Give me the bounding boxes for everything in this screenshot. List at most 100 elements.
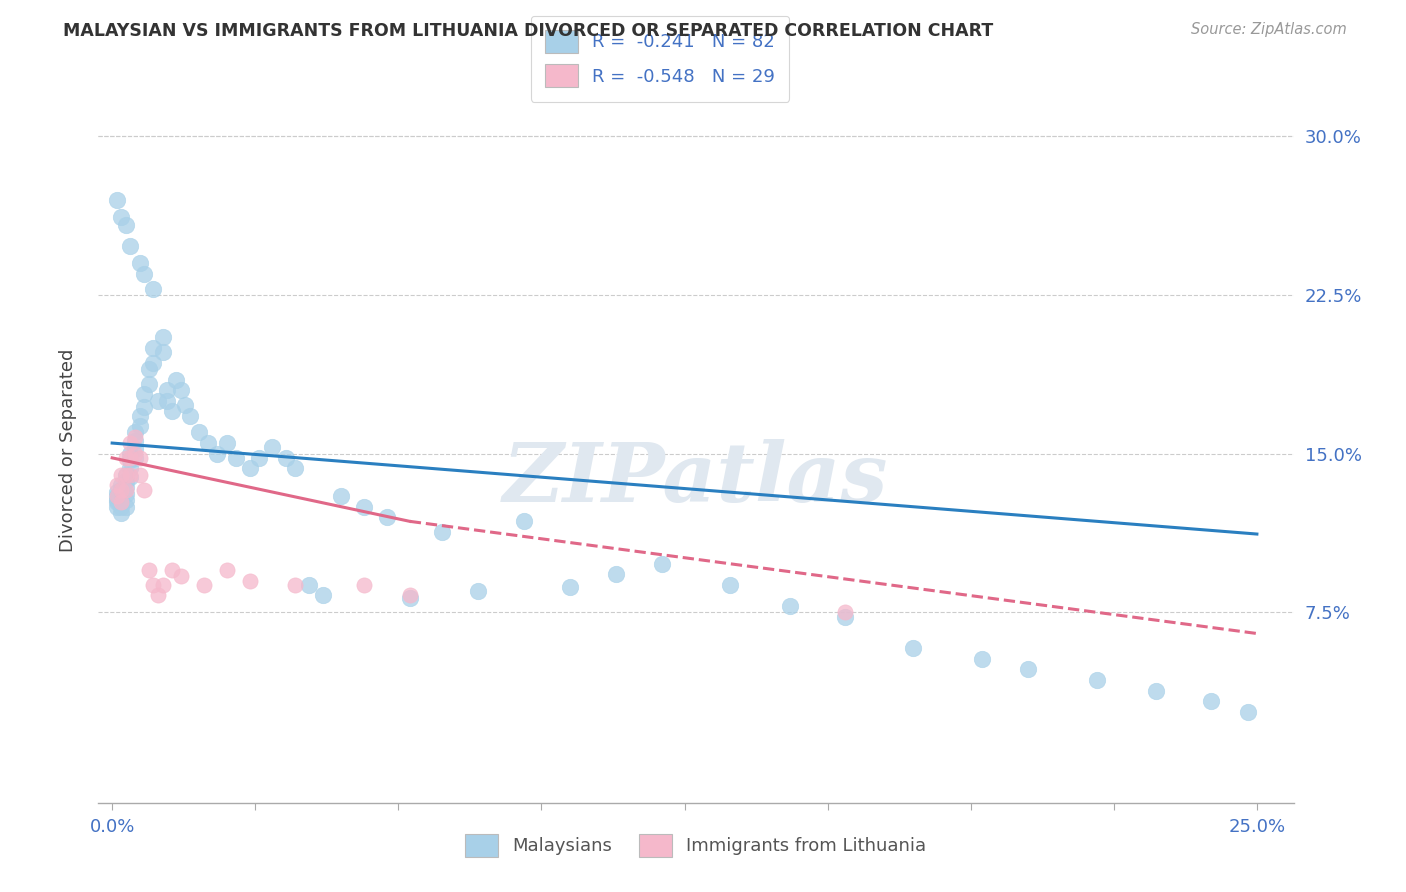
Point: [238, 461, 260, 475]
Point: [110, 506, 132, 520]
Point: [188, 425, 211, 440]
Point: [284, 461, 307, 475]
Point: [142, 341, 165, 355]
Point: [398, 589, 420, 603]
Point: [110, 210, 132, 224]
Point: [134, 400, 156, 414]
Point: [120, 461, 142, 475]
Point: [115, 218, 138, 232]
Point: [375, 510, 398, 524]
Point: [110, 489, 132, 503]
Point: [134, 267, 156, 281]
Legend: Malaysians, Immigrants from Lithuania: Malaysians, Immigrants from Lithuania: [458, 827, 934, 864]
Point: [110, 493, 132, 508]
Point: [115, 500, 138, 514]
Y-axis label: Divorced or Separated: Divorced or Separated: [59, 349, 77, 552]
Point: [134, 387, 156, 401]
Point: [467, 584, 489, 599]
Point: [152, 330, 174, 344]
Point: [156, 393, 179, 408]
Point: [903, 641, 925, 656]
Point: [513, 514, 536, 528]
Text: ZIPatlas: ZIPatlas: [503, 439, 889, 518]
Point: [120, 239, 142, 253]
Point: [1017, 663, 1039, 677]
Point: [398, 591, 420, 605]
Point: [110, 483, 132, 497]
Point: [128, 419, 150, 434]
Point: [120, 470, 142, 484]
Point: [276, 450, 298, 465]
Point: [238, 574, 260, 588]
Point: [972, 652, 994, 666]
Point: [105, 489, 128, 503]
Point: [138, 563, 160, 577]
Point: [165, 373, 187, 387]
Point: [152, 578, 174, 592]
Point: [779, 599, 801, 613]
Point: [160, 404, 183, 418]
Point: [1085, 673, 1108, 687]
Text: Source: ZipAtlas.com: Source: ZipAtlas.com: [1191, 22, 1347, 37]
Point: [146, 393, 169, 408]
Point: [353, 578, 375, 592]
Point: [124, 430, 146, 444]
Point: [170, 569, 193, 583]
Point: [128, 450, 150, 465]
Point: [124, 425, 146, 440]
Point: [193, 578, 215, 592]
Point: [105, 478, 128, 492]
Point: [651, 557, 673, 571]
Point: [105, 493, 128, 508]
Point: [110, 483, 132, 497]
Point: [120, 450, 142, 465]
Point: [110, 500, 132, 514]
Point: [142, 356, 165, 370]
Point: [1144, 683, 1167, 698]
Point: [120, 467, 142, 482]
Point: [215, 563, 238, 577]
Text: MALAYSIAN VS IMMIGRANTS FROM LITHUANIA DIVORCED OR SEPARATED CORRELATION CHART: MALAYSIAN VS IMMIGRANTS FROM LITHUANIA D…: [63, 22, 994, 40]
Point: [115, 487, 138, 501]
Point: [152, 345, 174, 359]
Point: [115, 481, 138, 495]
Point: [120, 447, 142, 461]
Point: [120, 453, 142, 467]
Point: [1199, 694, 1222, 708]
Point: [115, 493, 138, 508]
Point: [134, 483, 156, 497]
Point: [105, 495, 128, 509]
Point: [115, 474, 138, 488]
Point: [1236, 705, 1258, 719]
Point: [247, 450, 270, 465]
Point: [215, 436, 238, 450]
Point: [128, 409, 150, 423]
Point: [170, 383, 193, 397]
Point: [105, 500, 128, 514]
Point: [110, 495, 132, 509]
Point: [142, 282, 165, 296]
Point: [156, 383, 179, 397]
Point: [179, 409, 201, 423]
Point: [124, 442, 146, 457]
Point: [110, 478, 132, 492]
Point: [207, 447, 229, 461]
Point: [160, 563, 183, 577]
Point: [225, 450, 247, 465]
Point: [718, 578, 741, 592]
Point: [115, 467, 138, 482]
Point: [142, 578, 165, 592]
Point: [558, 580, 581, 594]
Point: [834, 609, 856, 624]
Point: [138, 362, 160, 376]
Point: [174, 398, 197, 412]
Point: [312, 589, 335, 603]
Point: [262, 440, 284, 454]
Point: [124, 447, 146, 461]
Point: [298, 578, 321, 592]
Point: [105, 193, 128, 207]
Point: [115, 483, 138, 497]
Point: [124, 450, 146, 465]
Point: [105, 489, 128, 503]
Point: [115, 450, 138, 465]
